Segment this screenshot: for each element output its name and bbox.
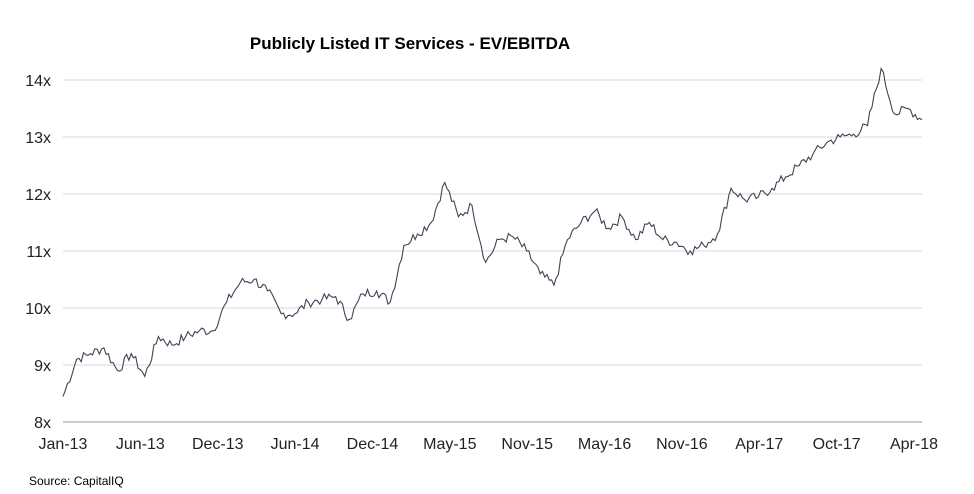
- y-tick-label: 11x: [26, 244, 51, 261]
- x-tick-label: Apr-18: [890, 436, 938, 453]
- y-tick-label: 9x: [34, 358, 51, 375]
- y-tick-label: 12x: [25, 187, 51, 204]
- x-tick-label: Nov-16: [656, 436, 708, 453]
- x-tick-label: Jun-14: [271, 436, 320, 453]
- chart-title: Publicly Listed IT Services - EV/EBITDA: [249, 34, 571, 53]
- x-tick-label: Jun-13: [116, 436, 165, 453]
- x-tick-label: Apr-17: [735, 436, 783, 453]
- ev-ebitda-line-chart: 8x 9x 10x 11x 12x 13x 14x Jan-13 Jun-13 Dec-13 Ju…: [25, 67, 939, 453]
- x-tick-label: Oct-17: [813, 436, 861, 453]
- x-tick-label: Dec-13: [192, 436, 244, 453]
- x-tick-label: May-16: [578, 436, 631, 453]
- x-axis-tick-labels: Jan-13 Jun-13 Dec-13 Jun-14 Dec-14 May-15 Nov-…: [39, 436, 939, 453]
- y-tick-label: 13x: [25, 130, 51, 147]
- y-tick-label: 14x: [25, 73, 51, 90]
- y-axis-tick-labels: 8x 9x 10x 11x 12x 13x 14x: [25, 73, 51, 432]
- y-tick-label: 10x: [25, 301, 51, 318]
- series-line-ev-ebitda: [62, 67, 923, 397]
- x-tick-label: Dec-14: [347, 436, 399, 453]
- x-tick-label: May-15: [423, 436, 476, 453]
- x-tick-label: Nov-15: [501, 436, 553, 453]
- source-note: Source: CapitalIQ: [29, 474, 124, 488]
- y-tick-label: 8x: [34, 415, 51, 432]
- x-tick-label: Jan-13: [39, 436, 88, 453]
